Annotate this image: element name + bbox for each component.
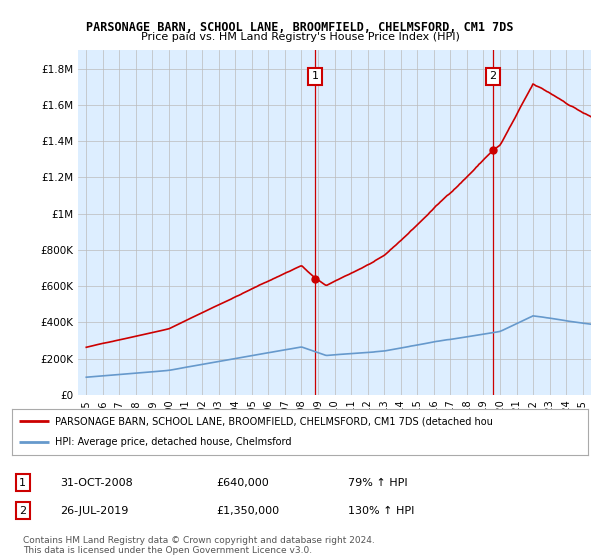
Text: 26-JUL-2019: 26-JUL-2019 [60,506,128,516]
Text: £1,350,000: £1,350,000 [216,506,279,516]
Text: 1: 1 [311,71,319,81]
Text: 79% ↑ HPI: 79% ↑ HPI [348,478,407,488]
Text: PARSONAGE BARN, SCHOOL LANE, BROOMFIELD, CHELMSFORD, CM1 7DS: PARSONAGE BARN, SCHOOL LANE, BROOMFIELD,… [86,21,514,34]
Text: 130% ↑ HPI: 130% ↑ HPI [348,506,415,516]
Text: Price paid vs. HM Land Registry's House Price Index (HPI): Price paid vs. HM Land Registry's House … [140,32,460,43]
Text: HPI: Average price, detached house, Chelmsford: HPI: Average price, detached house, Chel… [55,437,292,447]
Text: 2: 2 [19,506,26,516]
Text: 1: 1 [19,478,26,488]
Text: PARSONAGE BARN, SCHOOL LANE, BROOMFIELD, CHELMSFORD, CM1 7DS (detached hou: PARSONAGE BARN, SCHOOL LANE, BROOMFIELD,… [55,416,493,426]
Text: Contains HM Land Registry data © Crown copyright and database right 2024.
This d: Contains HM Land Registry data © Crown c… [23,536,374,555]
Text: £640,000: £640,000 [216,478,269,488]
Text: 2: 2 [490,71,496,81]
Text: 31-OCT-2008: 31-OCT-2008 [60,478,133,488]
